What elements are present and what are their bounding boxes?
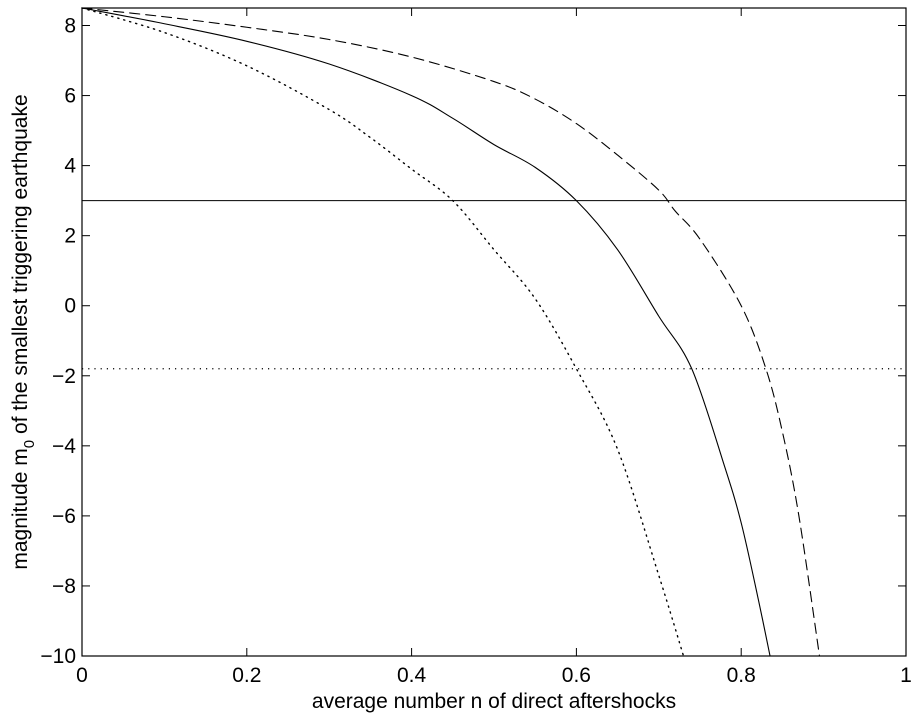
x-tick-label: 0.4 — [397, 664, 427, 687]
x-tick-label: 1 — [900, 664, 912, 687]
plot-area — [81, 7, 906, 657]
y-tick-label: 4 — [64, 155, 76, 178]
y-tick-label: −4 — [52, 435, 76, 458]
y-tick-label: 8 — [64, 15, 76, 38]
y-tick-label: −8 — [52, 575, 76, 598]
y-tick-label: 0 — [64, 295, 76, 318]
y-tick-label: −10 — [40, 645, 76, 668]
y-axis-label-subscript: 0 — [21, 440, 38, 448]
x-axis-label: average number n of direct aftershocks — [312, 690, 676, 713]
curve-solid — [81, 7, 771, 657]
y-axis-label: magnitude m0 of the smallest triggering … — [9, 94, 38, 569]
axes-frame — [81, 7, 907, 657]
ticks: 0 0.2 0.4 0.6 0.8 1 −10 −8 −6 −4 −2 0 2 4 6 8 — [40, 8, 912, 687]
x-tick-label: 0.6 — [562, 664, 591, 687]
y-axis-label-prefix: magnitude m — [9, 448, 32, 569]
x-tick-label: 0 — [76, 664, 88, 687]
curve-dotted — [81, 7, 685, 657]
y-tick-label: −6 — [52, 505, 76, 528]
y-axis-label-suffix: of the smallest triggering earthquake — [9, 94, 32, 440]
y-tick-label: 6 — [64, 85, 76, 108]
y-tick-label: −2 — [52, 365, 76, 388]
y-tick-label: 2 — [64, 225, 76, 248]
x-tick-label: 0.2 — [232, 664, 261, 687]
curve-dashed — [81, 7, 821, 657]
x-tick-label: 0.8 — [727, 664, 756, 687]
